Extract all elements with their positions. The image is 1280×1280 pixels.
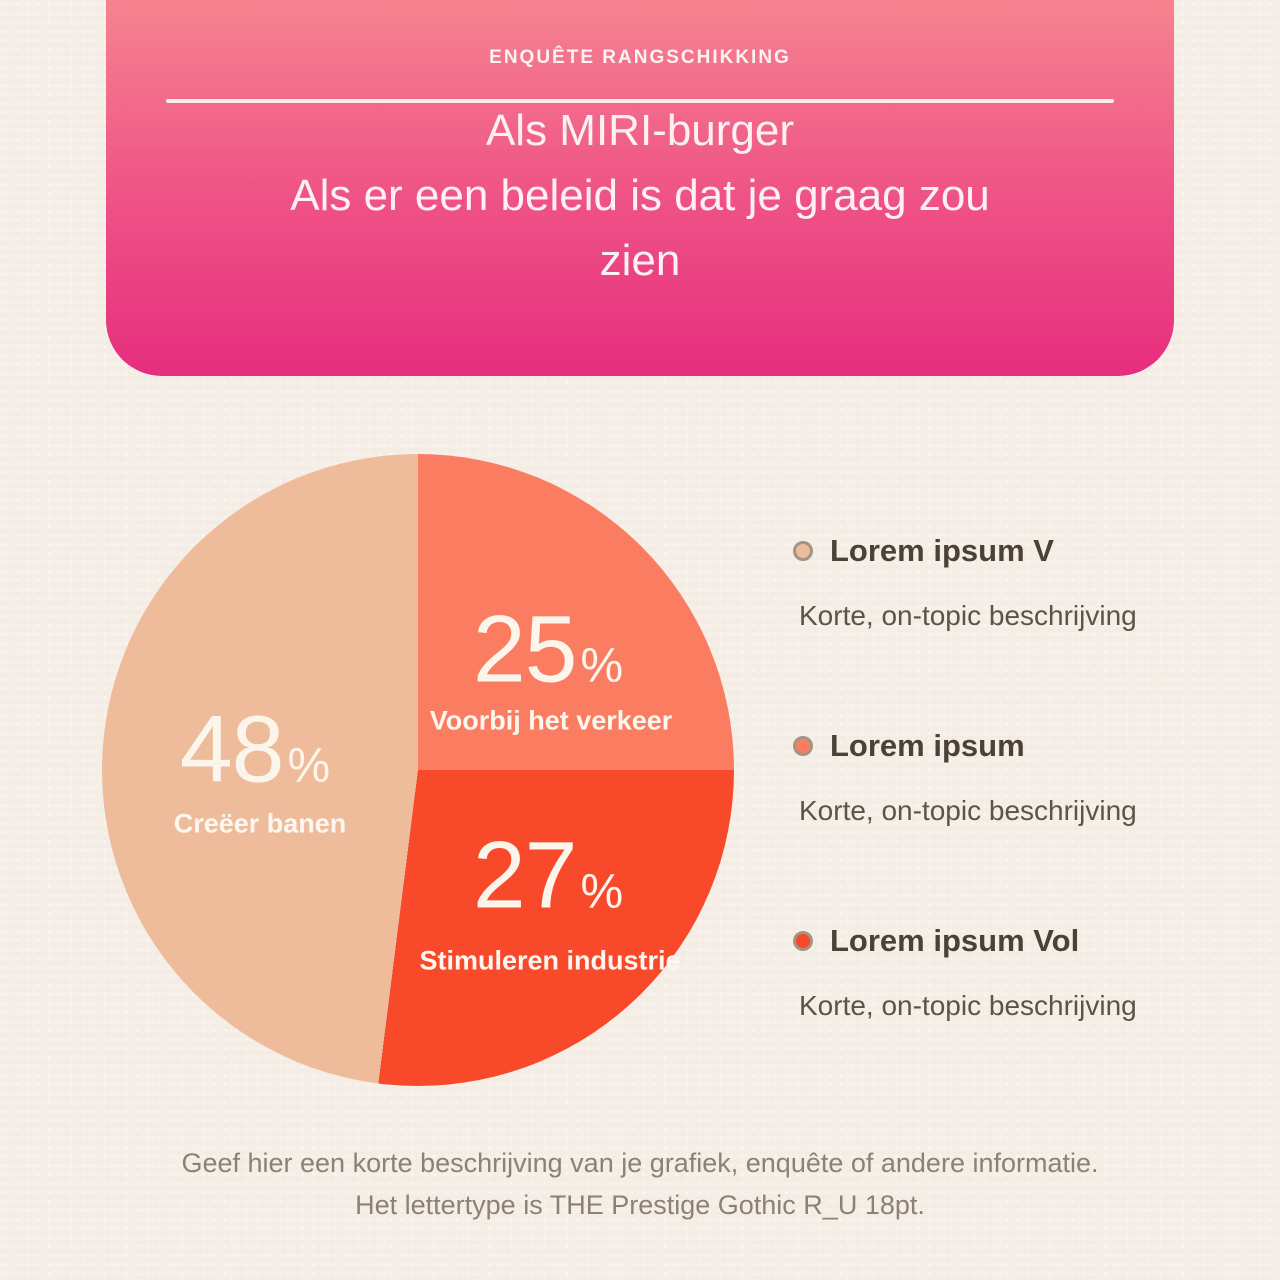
- slice-percent-number: 27: [472, 822, 578, 929]
- footer-caption: Geef hier een korte beschrijving van je …: [0, 1142, 1280, 1226]
- page-title-line-3: zien: [599, 236, 681, 285]
- pie-chart: 25 % Voorbij het verkeer 48 % Creëer ban…: [102, 454, 734, 1086]
- slice-label-voorbij-het-verkeer: Voorbij het verkeer: [429, 705, 673, 736]
- legend-item-description: Korte, on-topic beschrijving: [799, 795, 1137, 826]
- slice-value-creeer-banen: 48 %: [179, 696, 331, 803]
- footer-caption-line-1: Geef hier een korte beschrijving van je …: [181, 1148, 1099, 1178]
- legend-item-description: Korte, on-topic beschrijving: [799, 600, 1137, 631]
- legend-item-description: Korte, on-topic beschrijving: [799, 990, 1137, 1021]
- legend-item: Lorem ipsum V Korte, on-topic beschrijvi…: [793, 531, 1213, 633]
- footer-caption-line-2: Het lettertype is THE Prestige Gothic R_…: [355, 1190, 925, 1220]
- legend-item: Lorem ipsum Vol Korte, on-topic beschrij…: [793, 921, 1213, 1023]
- slice-percent-number: 48: [179, 696, 285, 803]
- slice-value-voorbij-het-verkeer: 25 %: [472, 596, 624, 703]
- legend-item-title: Lorem ipsum Vol: [830, 923, 1080, 958]
- page-title-line-2: Als er een beleid is dat je graag zou: [290, 171, 990, 220]
- legend-item-title: Lorem ipsum V: [830, 533, 1054, 568]
- slice-percent-number: 25: [472, 596, 578, 703]
- pie-chart-circle: [102, 454, 734, 1086]
- legend-swatch-icon: [793, 736, 813, 756]
- percent-sign: %: [580, 865, 624, 919]
- header-card: ENQUÊTE RANGSCHIKKING Als MIRI-burger Al…: [106, 0, 1174, 376]
- page-title: Als MIRI-burger Als er een beleid is dat…: [106, 98, 1174, 293]
- legend-item-title: Lorem ipsum: [830, 728, 1025, 763]
- slice-label-creeer-banen: Creëer banen: [173, 808, 347, 839]
- survey-eyebrow-label: ENQUÊTE RANGSCHIKKING: [489, 47, 791, 68]
- legend-swatch-icon: [793, 541, 813, 561]
- slice-label-stimuleren-industrie: Stimuleren industrie: [419, 945, 681, 976]
- legend-swatch-icon: [793, 931, 813, 951]
- page-title-line-1: Als MIRI-burger: [485, 106, 795, 155]
- slice-value-stimuleren-industrie: 27 %: [472, 822, 624, 929]
- header-divider-line: [166, 99, 1114, 103]
- percent-sign: %: [580, 639, 624, 693]
- percent-sign: %: [287, 739, 331, 793]
- legend-item: Lorem ipsum Korte, on-topic beschrijving: [793, 726, 1213, 828]
